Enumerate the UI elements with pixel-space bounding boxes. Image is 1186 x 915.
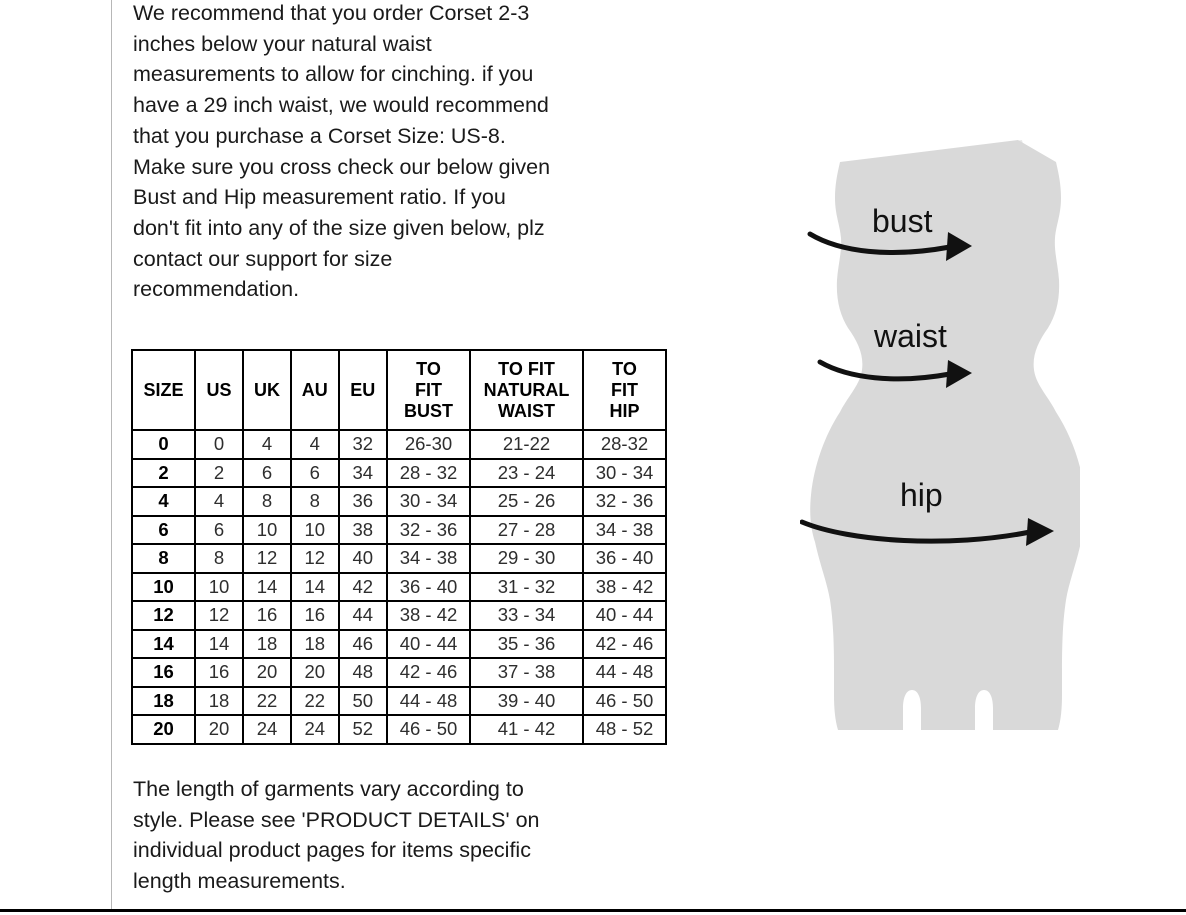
svg-text:hip: hip — [900, 477, 943, 513]
svg-text:waist: waist — [873, 318, 947, 354]
svg-text:bust: bust — [872, 203, 933, 239]
